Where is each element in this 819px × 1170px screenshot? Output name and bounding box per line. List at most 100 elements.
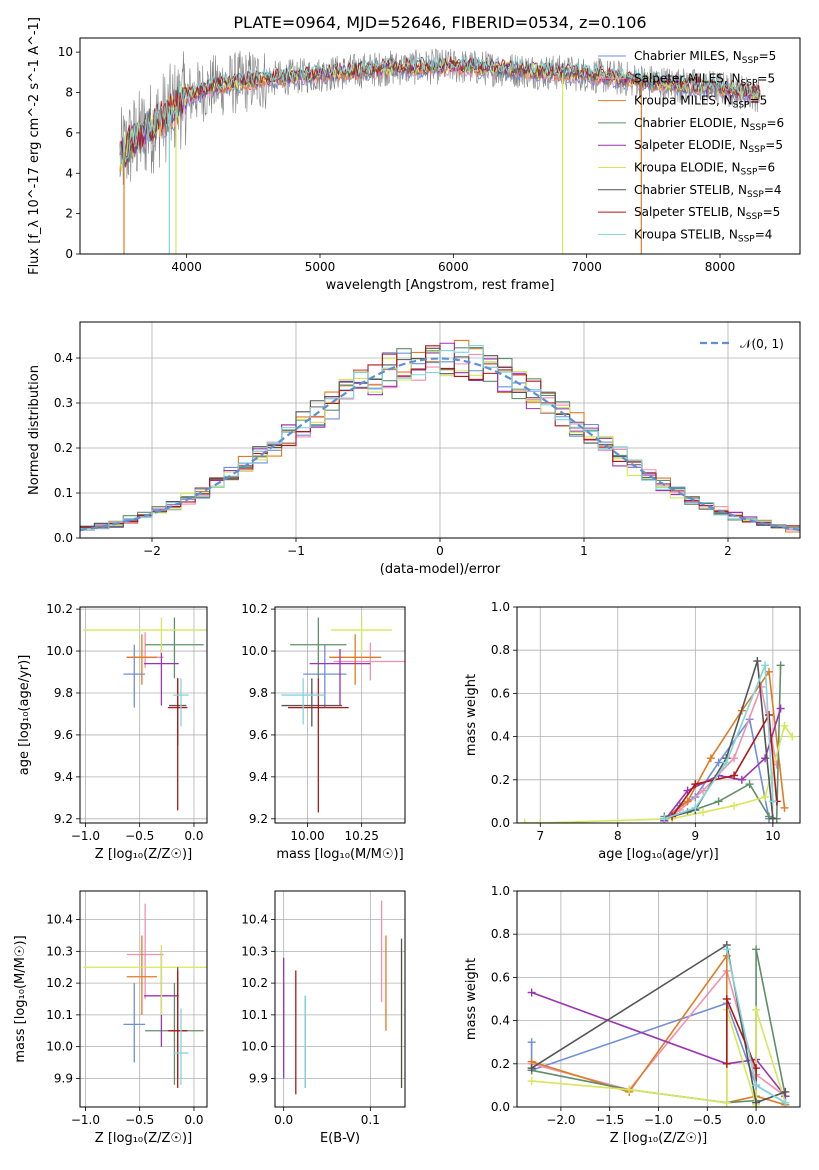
weight-marker — [691, 803, 700, 812]
y-tick-label: 10.4 — [241, 913, 268, 927]
y-tick-label: 0.2 — [54, 441, 73, 455]
y-tick-label: 10.0 — [46, 644, 73, 658]
weight-marker — [752, 1081, 761, 1090]
y-axis-label: Flux [f_λ 10^-17 erg cm^-2 s^-1 A^-1] — [27, 17, 42, 275]
mass-vs-EBV-panel: 0.0 0.1 9.9 10.0 10.1 10.2 10.3 10.4 E(B-V) — [241, 890, 406, 1146]
weight-marker — [722, 945, 731, 954]
legend-nssp: =5 — [763, 205, 781, 219]
y-axis-label: mass weight — [464, 958, 479, 1040]
weight-marker — [776, 661, 785, 670]
x-tick-label: 6000 — [438, 260, 469, 274]
mass-vs-EBV-plot-area — [283, 900, 403, 1095]
axes-frame — [516, 606, 801, 824]
x-tick-label: −1.0 — [71, 1113, 100, 1127]
x-tick-label: −1.5 — [595, 1113, 624, 1127]
legend-subscript: SSP — [747, 190, 764, 200]
y-tick-label: 0.0 — [491, 1100, 510, 1114]
weight-marker — [776, 704, 785, 713]
weight-series-7 — [531, 943, 786, 1104]
y-tick-label: 9.4 — [249, 770, 268, 784]
x-tick-label: 7 — [536, 829, 544, 843]
weight-marker — [780, 721, 789, 730]
y-tick-label: 0.4 — [491, 1014, 510, 1028]
legend-nssp: =6 — [766, 116, 784, 130]
y-tick-label: 6 — [65, 126, 73, 140]
x-tick-label: −2 — [143, 544, 161, 558]
age-vs-mass-plot-area — [281, 617, 405, 813]
legend-subscript: SSP — [750, 123, 767, 133]
weight-marker — [752, 945, 761, 954]
x-axis-label: age [log₁₀(age/yr)] — [598, 847, 719, 862]
histogram-9 — [80, 345, 800, 530]
weight-marker — [761, 661, 770, 670]
legend-entry: Kroupa ELODIE, NSSP=6 — [634, 161, 775, 178]
y-tick-label: 10.0 — [46, 1040, 73, 1054]
legend-entry: Kroupa STELIB, NSSP=4 — [634, 227, 772, 244]
axes-frame — [274, 606, 406, 824]
weight-series-6 — [524, 723, 793, 823]
x-tick-label: −2.0 — [546, 1113, 575, 1127]
x-tick-label: 9 — [692, 829, 700, 843]
y-tick-label: 0.0 — [491, 816, 510, 830]
weight-marker — [752, 1098, 761, 1107]
legend-entry: Salpeter MILES, NSSP=5 — [634, 71, 775, 88]
weight-marker — [768, 797, 777, 806]
y-tick-label: 0.2 — [491, 773, 510, 787]
weight-marker — [753, 657, 762, 665]
model-spectrum-7 — [119, 57, 761, 166]
x-tick-label: 0.0 — [184, 1113, 203, 1127]
axes-frame — [79, 890, 208, 1108]
mass-vs-Z-plot-area — [83, 903, 207, 1088]
y-tick-label: 8 — [65, 86, 73, 100]
weight-marker — [714, 797, 723, 806]
y-tick-label: 10.4 — [46, 913, 73, 927]
weight-marker — [625, 1085, 634, 1094]
x-axis-label: mass [log₁₀(M/M☉)] — [276, 847, 403, 862]
x-tick-label: 8 — [614, 829, 622, 843]
weight-marker — [752, 1005, 761, 1014]
weight-marker — [714, 758, 723, 767]
y-tick-label: 9.2 — [249, 812, 268, 826]
legend-entry: Salpeter ELODIE, NSSP=5 — [634, 138, 783, 155]
y-axis-label: age [log₁₀(age/yr)] — [17, 655, 32, 776]
y-tick-label: 9.6 — [249, 728, 268, 742]
mass-vs-Z-panel: −1.0 −0.5 0.0 9.9 10.0 10.1 10.2 10.3 10.4 Z [log… — [13, 890, 208, 1146]
y-axis-label: Normed distribution — [27, 365, 42, 495]
y-tick-label: 10.2 — [241, 602, 268, 616]
y-tick-label: 9.8 — [249, 686, 268, 700]
mass-weight-vs-Z-plot-area — [527, 941, 790, 1107]
x-tick-label: 0.0 — [747, 1113, 766, 1127]
y-tick-label: 4 — [65, 166, 73, 180]
x-tick-label: −1.0 — [71, 829, 100, 843]
weight-marker — [780, 803, 789, 812]
weight-marker — [660, 814, 669, 823]
weight-series-4 — [664, 665, 782, 820]
weight-marker — [764, 711, 773, 719]
weight-marker — [683, 797, 692, 806]
weight-marker — [699, 808, 708, 817]
axes-frame — [79, 606, 208, 824]
figure-title: PLATE=0964, MJD=52646, FIBERID=0534, z=0… — [233, 13, 646, 32]
axes-frame — [79, 321, 801, 539]
x-tick-label: 0.0 — [184, 829, 203, 843]
x-tick-label: 5000 — [305, 260, 336, 274]
y-tick-label: 10.2 — [241, 976, 268, 990]
y-axis-label: mass [log₁₀(M/M☉)] — [13, 935, 28, 1062]
y-tick-label: 0.2 — [491, 1057, 510, 1071]
x-tick-label: 0.0 — [274, 1113, 293, 1127]
weight-marker — [781, 1098, 790, 1107]
x-axis-label: Z [log₁₀(Z/Z☉)] — [610, 1131, 707, 1146]
residual-histogram-plot-area — [80, 339, 800, 533]
y-tick-label: 10.2 — [46, 602, 73, 616]
weight-marker — [730, 754, 739, 763]
legend-subscript: SSP — [742, 56, 759, 66]
weight-marker — [745, 780, 754, 789]
legend-nssp: =4 — [755, 227, 773, 241]
x-tick-label: 7000 — [571, 260, 602, 274]
age-vs-Z-plot-area — [83, 617, 207, 811]
x-tick-label: 1 — [580, 544, 588, 558]
x-axis-label: Z [log₁₀(Z/Z☉)] — [95, 847, 192, 862]
axes-frame — [79, 37, 801, 255]
y-tick-label: 9.4 — [54, 770, 73, 784]
